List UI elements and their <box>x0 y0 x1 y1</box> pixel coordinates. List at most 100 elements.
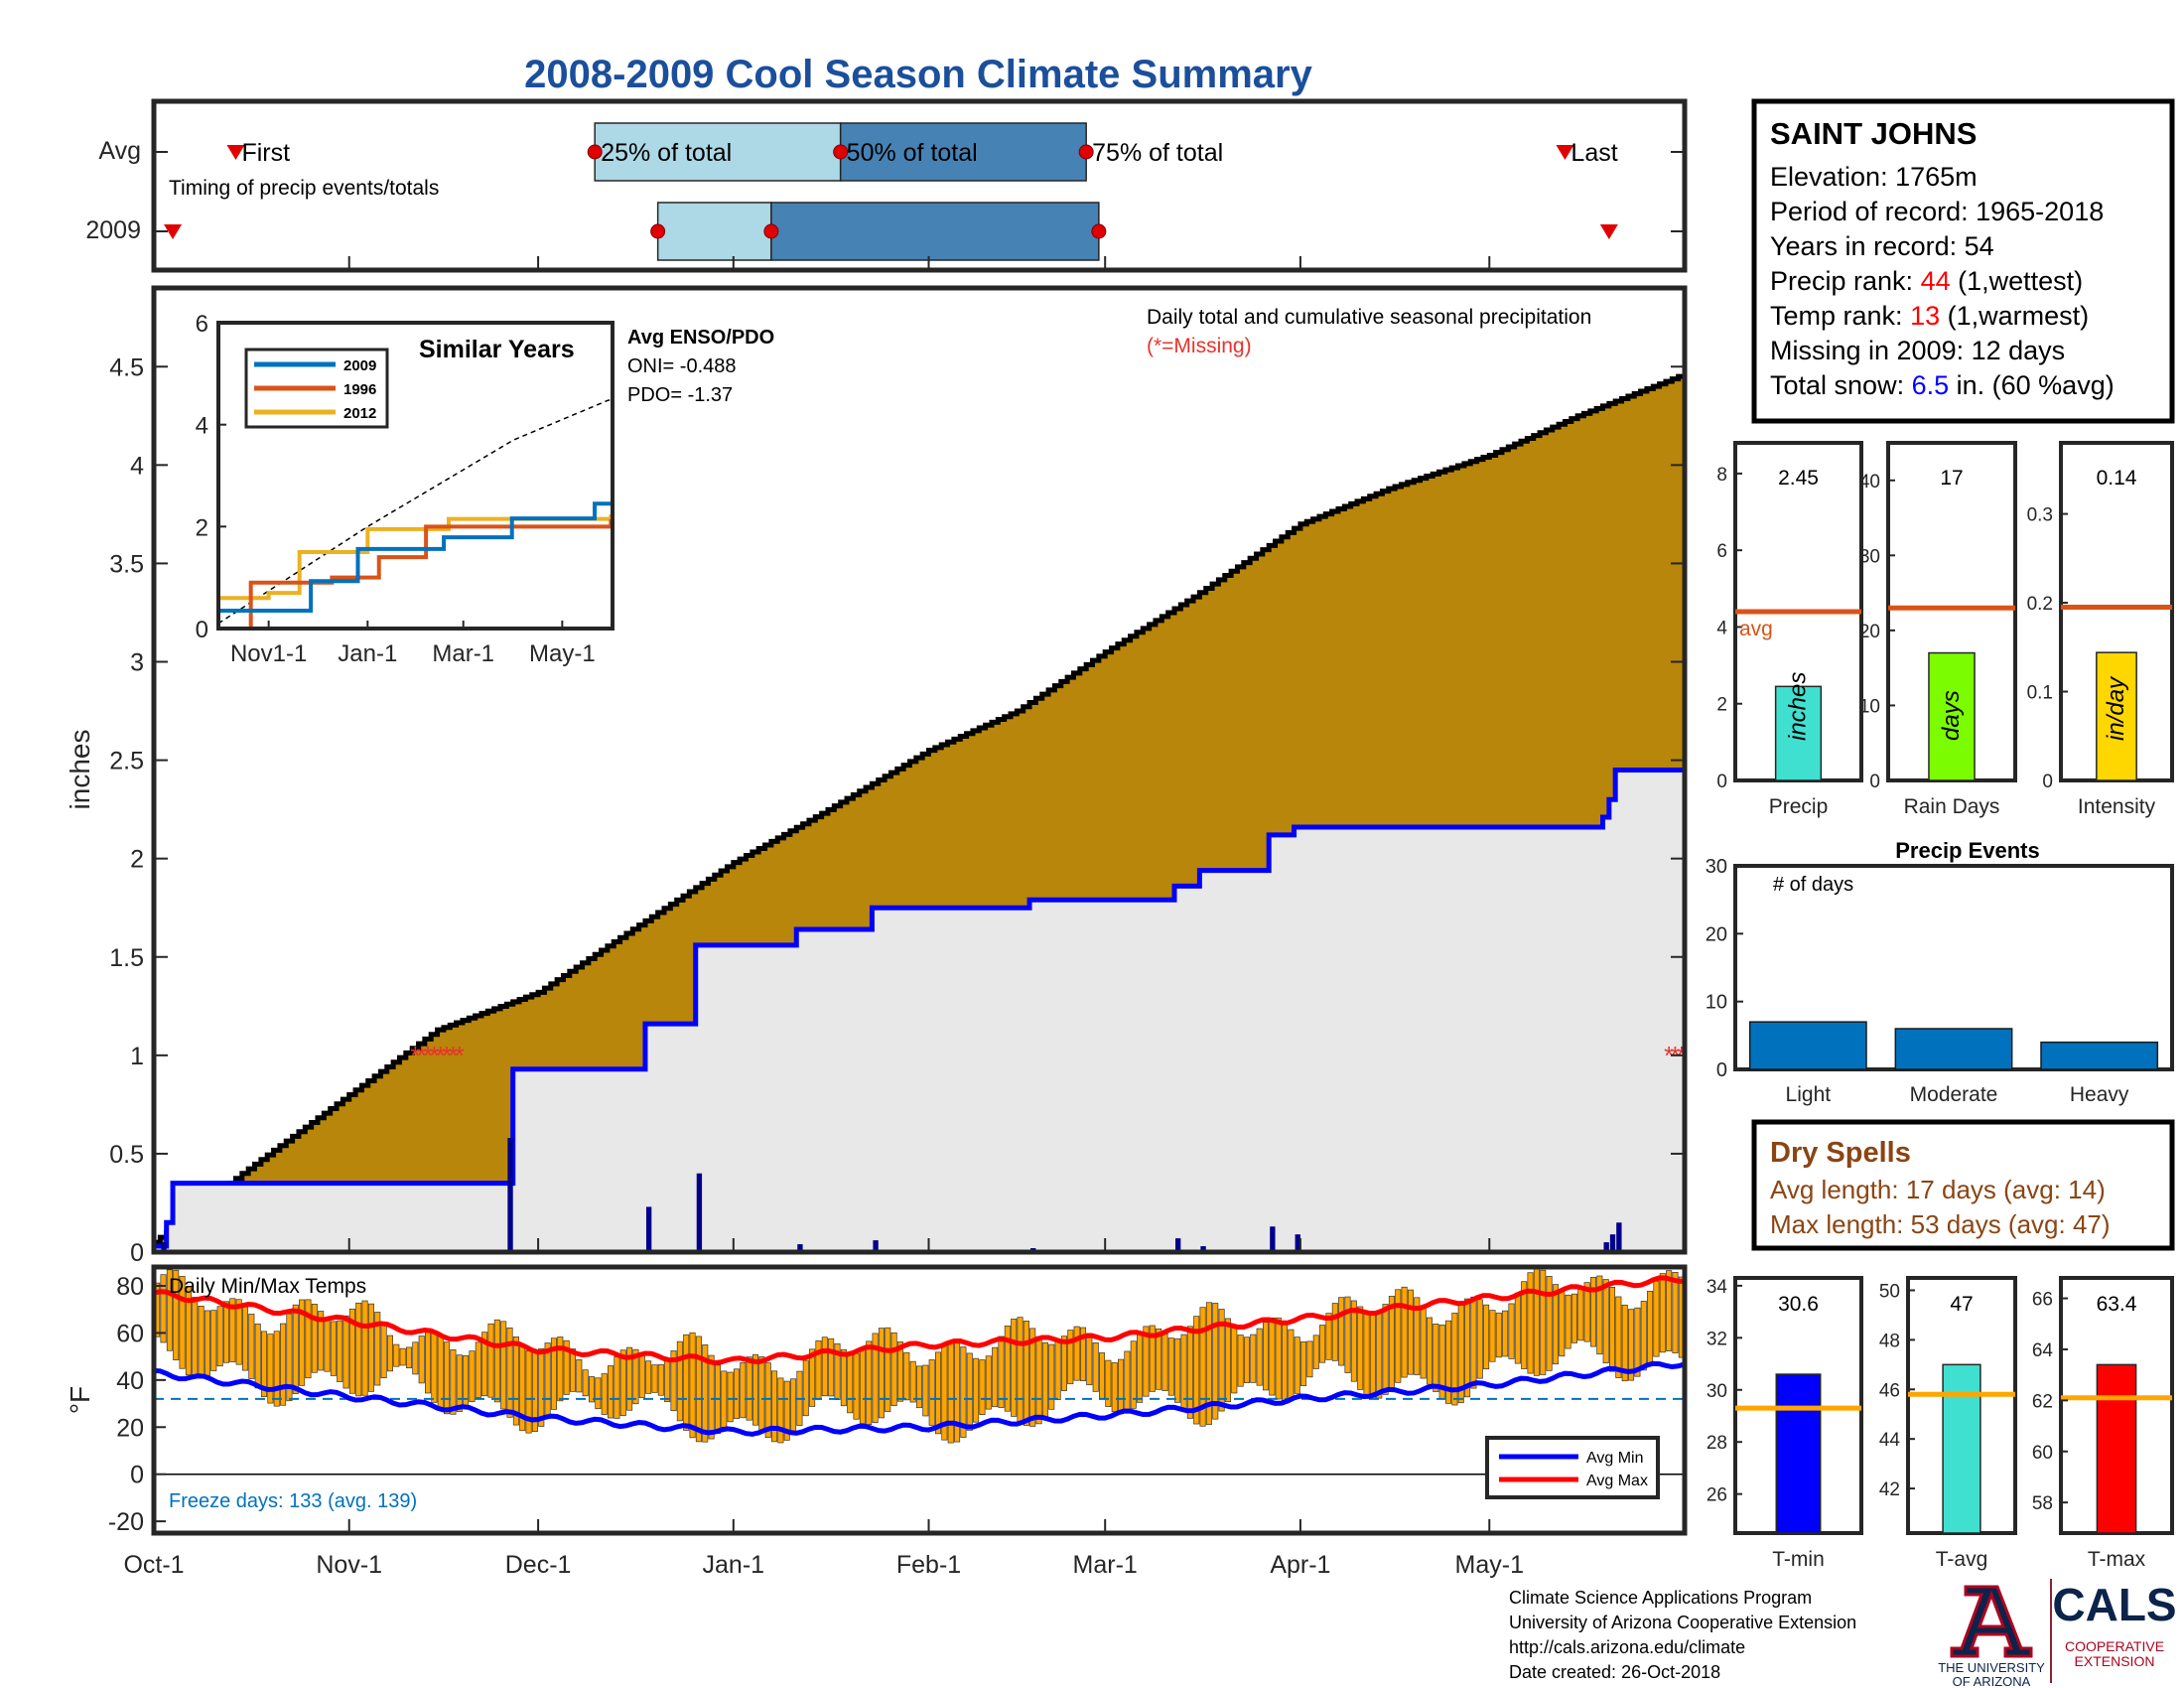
daily-temp-bar <box>1250 1334 1257 1383</box>
daily-temp-bar <box>885 1327 891 1413</box>
daily-temp-bar <box>318 1311 325 1371</box>
stat-unit-label: in/day <box>2103 675 2129 741</box>
temp-stat-bar-t-min <box>1775 1373 1822 1534</box>
daily-temp-bar <box>1060 1336 1067 1391</box>
stat-ytick-label: 0.2 <box>2027 594 2053 615</box>
daily-temp-bar <box>1659 1273 1666 1353</box>
daily-temp-bar <box>1300 1340 1307 1386</box>
daily-temp-bar <box>569 1348 577 1392</box>
observed-cumulative-area <box>154 770 1685 1252</box>
daily-temp-bar <box>450 1349 457 1415</box>
daily-temp-bar <box>1395 1289 1402 1383</box>
temp-stat-ytick-label: 28 <box>1706 1433 1727 1454</box>
station-elevation: Elevation: 1765m <box>1770 162 1978 192</box>
daily-temp-bar <box>1224 1318 1231 1403</box>
daily-temp-bar <box>576 1359 583 1393</box>
daily-temp-bar <box>1269 1317 1276 1396</box>
timing-label: Last <box>1570 139 1617 167</box>
events-ylabel: # of days <box>1773 874 1853 896</box>
event-bar-heavy <box>2040 1041 2159 1070</box>
daily-temp-bar <box>847 1352 854 1414</box>
timing-quartile-marker <box>650 223 666 239</box>
daily-temp-bar <box>928 1359 935 1426</box>
daily-temp-bar <box>601 1373 608 1415</box>
daily-temp-bar <box>802 1359 809 1417</box>
daily-temp-bar <box>425 1331 432 1394</box>
temp-stat-ytick-label: 50 <box>1879 1281 1900 1302</box>
daily-temp-bar <box>1426 1317 1433 1385</box>
event-bar-light <box>1748 1021 1867 1070</box>
stat-xlabel: Rain Days <box>1904 795 2000 818</box>
daily-temp-bar <box>1237 1335 1244 1387</box>
daily-temp-bar <box>973 1357 980 1423</box>
daily-temp-bar <box>412 1341 419 1375</box>
daily-temp-bar <box>1149 1325 1156 1392</box>
temps-ylabel: °F <box>65 1386 95 1414</box>
daily-temp-bar <box>481 1332 488 1397</box>
avg-max-temp-line <box>154 1275 1685 1366</box>
daily-temp-bar <box>866 1340 873 1426</box>
daily-temp-bar <box>1451 1313 1458 1406</box>
temp-stat-ytick-label: 58 <box>2032 1493 2053 1514</box>
daily-precip-bar <box>1603 1242 1609 1252</box>
main-ytick-label: 0 <box>130 1239 144 1267</box>
temp-stat-xlabel: T-max <box>2088 1548 2146 1571</box>
temps-frame <box>151 1264 1688 1536</box>
stat-ytick-label: 6 <box>1716 541 1727 562</box>
cals-sub2: EXTENSION <box>2075 1653 2155 1669</box>
station-precip-rank: Precip rank: 44 (1,wettest) <box>1770 266 2083 296</box>
legend-avg-max: Avg Max <box>1586 1473 1648 1489</box>
daily-precip-bar <box>1609 1234 1616 1252</box>
daily-precip-bar <box>873 1240 879 1252</box>
precip-events-chart: Precip Events # of days Light Moderate Hea… <box>1706 838 2174 1106</box>
daily-temp-bar <box>638 1354 645 1398</box>
daily-temp-bar <box>456 1354 463 1412</box>
temp-stat-ytick-label: 34 <box>1706 1277 1728 1298</box>
temp-ytick-label: 40 <box>116 1367 144 1395</box>
ua-a-icon <box>1950 1585 2033 1658</box>
daily-temp-bar <box>1256 1328 1263 1386</box>
daily-temp-bar <box>192 1297 199 1379</box>
daily-temp-bar <box>475 1341 481 1398</box>
daily-temp-bar <box>254 1323 261 1389</box>
daily-temp-bar <box>683 1334 690 1431</box>
daily-temp-bar <box>790 1378 797 1435</box>
daily-temp-bar <box>809 1348 816 1407</box>
daily-temp-bar <box>645 1360 652 1394</box>
daily-temp-bar <box>664 1358 671 1403</box>
daily-temp-bar <box>695 1336 702 1443</box>
daily-temp-bar <box>1306 1340 1313 1378</box>
daily-precip-bar <box>1175 1238 1181 1252</box>
daily-temps-panel: -20 0 20 40 60 80 Oct-1 Nov-1 Dec-1 Jan-1 Feb-1 Ma… <box>65 1264 1688 1579</box>
avg-min-temp-line <box>154 1360 1685 1437</box>
legend-avg-min: Avg Min <box>1586 1450 1644 1467</box>
daily-temp-bar <box>960 1346 967 1438</box>
footer-line2: University of Arizona Cooperative Extens… <box>1509 1613 1856 1632</box>
daily-temp-bar <box>222 1301 229 1363</box>
missing-day-marker: * <box>410 1041 420 1070</box>
stat-bar-precip <box>1774 685 1823 781</box>
temp-stat-ytick-label: 46 <box>1879 1380 1900 1401</box>
stat-ytick-label: 0 <box>2042 772 2053 792</box>
inset-legend-label-2012: 2012 <box>343 405 376 422</box>
daily-temp-bar <box>1508 1303 1515 1359</box>
timing-first-last-marker <box>1599 224 1618 239</box>
stat-ytick-label: 30 <box>1859 546 1880 567</box>
event-ytick-label: 30 <box>1706 856 1727 878</box>
daily-temp-bar <box>1344 1296 1351 1373</box>
daily-temp-bar <box>595 1377 602 1410</box>
temp-stat-bars: 30.6 T-min 26 28 30 32 34 47 T-avg 42 44 46 48 50 63.4… <box>1706 1276 2174 1571</box>
x-axis-month-label: Dec-1 <box>505 1551 572 1579</box>
daily-temp-bar <box>241 1305 249 1371</box>
timing-row-avg: Avg <box>98 137 141 165</box>
stat-ytick-label: 10 <box>1859 696 1880 717</box>
inset-ytick-label: 2 <box>196 514 208 541</box>
daily-temp-bar <box>1414 1297 1421 1375</box>
ua-text-2: OF ARIZONA <box>1953 1674 2031 1688</box>
daily-temp-bar <box>632 1348 639 1405</box>
daily-temp-bar <box>872 1333 879 1423</box>
missing-day-marker: * <box>1664 1041 1674 1070</box>
main-frame <box>151 285 1688 1255</box>
station-missing: Missing in 2009: 12 days <box>1770 336 2065 365</box>
